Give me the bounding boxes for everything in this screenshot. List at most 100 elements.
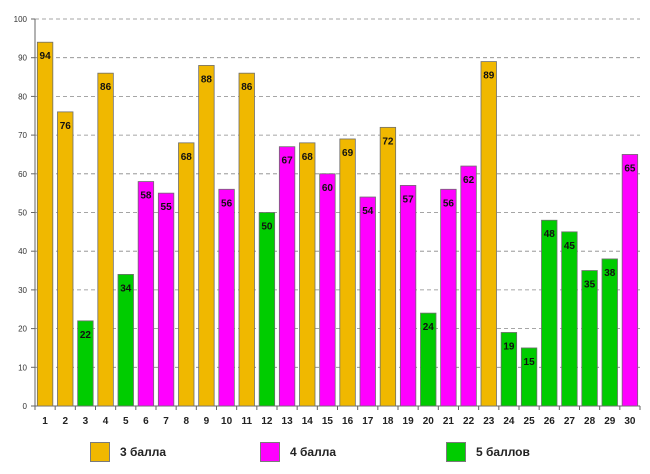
data-label-28: 35 bbox=[584, 280, 596, 291]
x-tick-label-13: 13 bbox=[282, 416, 294, 427]
data-label-6: 58 bbox=[140, 191, 152, 202]
bar-7 bbox=[157, 192, 175, 407]
data-label-22: 62 bbox=[463, 175, 475, 186]
data-label-25: 15 bbox=[524, 357, 536, 368]
x-tick-label-6: 6 bbox=[143, 416, 149, 427]
data-label-10: 56 bbox=[221, 198, 233, 209]
bar-9 bbox=[198, 65, 215, 407]
data-label-9: 88 bbox=[201, 74, 213, 85]
y-tick-label-30: 30 bbox=[18, 286, 27, 295]
data-label-16: 69 bbox=[342, 148, 354, 159]
data-label-20: 24 bbox=[423, 322, 435, 333]
x-tick-label-30: 30 bbox=[624, 416, 636, 427]
data-label-15: 60 bbox=[322, 183, 334, 194]
bar-10 bbox=[218, 188, 235, 407]
legend-label-5-ballov: 5 баллов bbox=[476, 445, 530, 459]
y-tick-label-0: 0 bbox=[23, 402, 28, 411]
bar-24 bbox=[500, 332, 518, 407]
x-tick-label-14: 14 bbox=[302, 416, 314, 427]
bar-16 bbox=[339, 138, 356, 407]
x-tick-label-29: 29 bbox=[604, 416, 616, 427]
data-label-18: 72 bbox=[382, 136, 394, 147]
x-tick-label-19: 19 bbox=[403, 416, 415, 427]
x-tick-label-17: 17 bbox=[362, 416, 374, 427]
data-label-30: 65 bbox=[624, 163, 636, 174]
x-tick-label-16: 16 bbox=[342, 416, 354, 427]
data-label-5: 34 bbox=[120, 283, 132, 294]
legend-item-4-balla: 4 балла bbox=[260, 441, 336, 463]
x-tick-label-2: 2 bbox=[62, 416, 68, 427]
x-tick-label-28: 28 bbox=[584, 416, 596, 427]
data-label-4: 86 bbox=[100, 82, 112, 93]
legend-label-4-balla: 4 балла bbox=[290, 445, 337, 459]
bar-13 bbox=[278, 146, 296, 407]
data-label-7: 55 bbox=[161, 202, 173, 213]
x-tick-label-11: 11 bbox=[241, 416, 252, 427]
bar-17 bbox=[359, 196, 376, 407]
bar-1 bbox=[36, 41, 54, 407]
bar-27 bbox=[561, 231, 578, 407]
x-tick-label-8: 8 bbox=[183, 416, 189, 427]
bar-12 bbox=[258, 212, 276, 407]
y-tick-label-70: 70 bbox=[18, 131, 27, 140]
legend-swatch-5-ballov bbox=[446, 442, 466, 462]
data-label-13: 67 bbox=[282, 156, 294, 167]
bar-3 bbox=[77, 320, 94, 407]
data-label-17: 54 bbox=[362, 206, 374, 217]
bar-30 bbox=[621, 154, 639, 407]
x-tick-label-26: 26 bbox=[544, 416, 556, 427]
bar-19 bbox=[399, 185, 417, 407]
legend-swatch-4-balla bbox=[260, 442, 280, 462]
x-tick-label-22: 22 bbox=[463, 416, 475, 427]
bar-11 bbox=[238, 72, 255, 407]
data-label-19: 57 bbox=[403, 194, 415, 205]
data-label-23: 89 bbox=[483, 71, 495, 82]
x-tick-label-9: 9 bbox=[204, 416, 210, 427]
bar-29 bbox=[601, 258, 618, 407]
data-label-2: 76 bbox=[60, 121, 72, 132]
y-tick-label-20: 20 bbox=[18, 325, 27, 334]
x-tick-label-10: 10 bbox=[221, 416, 233, 427]
bar-26 bbox=[541, 219, 558, 407]
data-label-21: 56 bbox=[443, 198, 455, 209]
data-label-26: 48 bbox=[544, 229, 556, 240]
bar-25 bbox=[520, 347, 538, 407]
y-tick-label-40: 40 bbox=[18, 247, 27, 256]
bar-23 bbox=[480, 61, 497, 407]
bar-2 bbox=[57, 111, 74, 407]
bar-28 bbox=[581, 270, 598, 407]
x-tick-label-4: 4 bbox=[103, 416, 109, 427]
data-label-11: 86 bbox=[241, 82, 253, 93]
legend-swatch-3-balla bbox=[90, 442, 110, 462]
legend-label-3-balla: 3 балла bbox=[120, 445, 167, 459]
y-tick-label-60: 60 bbox=[18, 170, 27, 179]
y-tick-label-80: 80 bbox=[18, 92, 27, 101]
x-tick-label-1: 1 bbox=[42, 416, 48, 427]
x-tick-label-5: 5 bbox=[123, 416, 129, 427]
x-tick-label-18: 18 bbox=[382, 416, 394, 427]
bar-14 bbox=[299, 142, 316, 407]
x-tick-label-23: 23 bbox=[483, 416, 495, 427]
data-label-8: 68 bbox=[181, 152, 193, 163]
data-label-27: 45 bbox=[564, 241, 576, 252]
x-tick-label-12: 12 bbox=[261, 416, 273, 427]
x-tick-label-7: 7 bbox=[163, 416, 169, 427]
bar-6 bbox=[137, 181, 155, 407]
bar-18 bbox=[379, 126, 397, 407]
y-tick-label-100: 100 bbox=[14, 15, 28, 24]
data-label-24: 19 bbox=[503, 341, 515, 352]
y-tick-label-90: 90 bbox=[18, 54, 27, 63]
bar-15 bbox=[319, 173, 336, 407]
bar-5 bbox=[117, 274, 134, 407]
bar-8 bbox=[178, 142, 195, 407]
x-tick-label-21: 21 bbox=[443, 416, 455, 427]
bar-22 bbox=[460, 165, 477, 407]
x-tick-label-20: 20 bbox=[423, 416, 435, 427]
legend-item-3-balla: 3 балла bbox=[90, 441, 166, 463]
x-tick-label-27: 27 bbox=[564, 416, 576, 427]
data-label-29: 38 bbox=[604, 268, 616, 279]
x-tick-label-15: 15 bbox=[322, 416, 334, 427]
data-label-3: 22 bbox=[80, 330, 92, 341]
bar-20 bbox=[420, 312, 437, 407]
